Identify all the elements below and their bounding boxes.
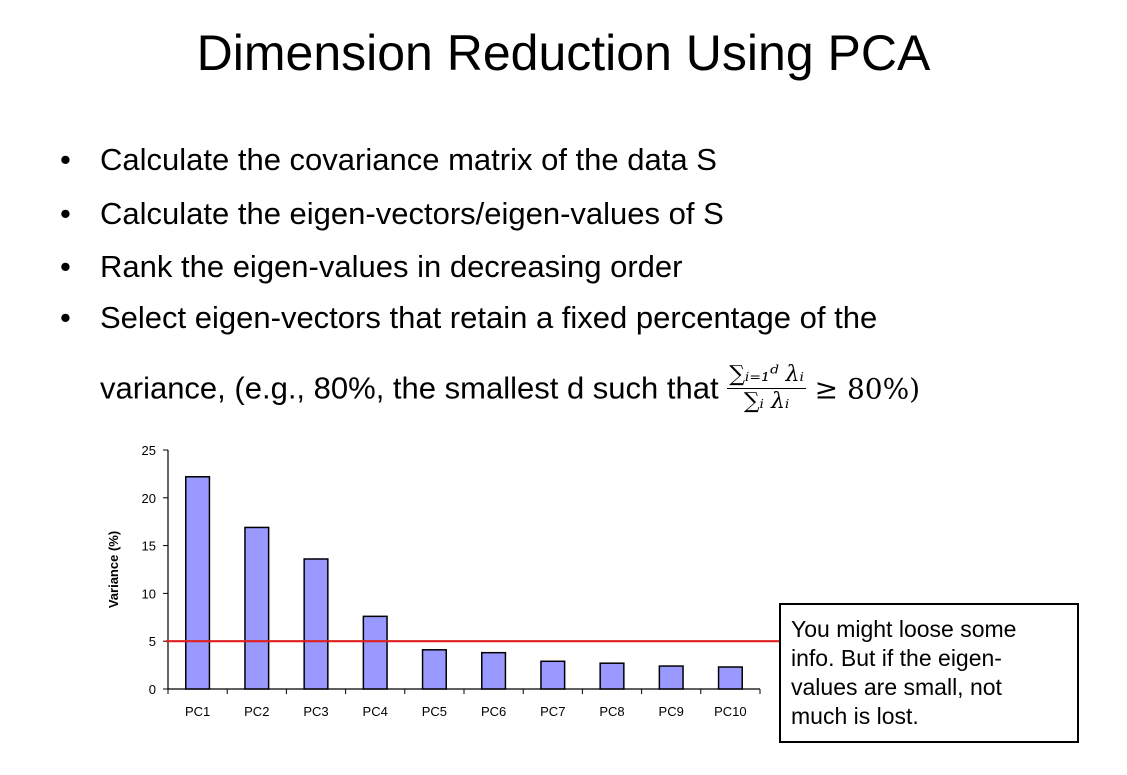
- continuation-text: variance, (e.g., 80%, the smallest d suc…: [100, 370, 719, 406]
- slide-title: Dimension Reduction Using PCA: [196, 25, 931, 81]
- y-tick-label: 20: [142, 491, 156, 506]
- y-tick-label: 15: [142, 539, 156, 554]
- formula-denominator: ∑ᵢ λᵢ: [743, 389, 790, 414]
- y-tick-label: 10: [142, 586, 156, 601]
- chart-bars: [166, 476, 780, 690]
- x-tick-label: PC4: [363, 704, 388, 719]
- bullet-text: Calculate the covariance matrix of the d…: [100, 142, 717, 177]
- y-tick-label: 5: [149, 634, 156, 649]
- bar: [421, 649, 447, 690]
- bar: [658, 665, 684, 690]
- y-tick-label: 0: [149, 682, 156, 697]
- bullet-text: Rank the eigen-values in decreasing orde…: [100, 249, 683, 284]
- formula-numerator: ∑ᵢ₌₁ᵈ λᵢ: [727, 362, 806, 389]
- chart-labels: 0 5 10 15 20 25 Variance (%) PC1 PC2 PC3 PC4 PC5 PC6…: [106, 443, 747, 719]
- bar: [599, 662, 625, 690]
- note-line: You might loose some: [791, 616, 1017, 642]
- bullet-dot: •: [60, 196, 71, 231]
- bar: [717, 666, 743, 690]
- variance-ratio-formula: ∑ᵢ₌₁ᵈ λᵢ ∑ᵢ λᵢ: [727, 362, 806, 415]
- bullet-dot: •: [60, 249, 71, 284]
- bar: [481, 651, 507, 690]
- x-tick-label: PC9: [659, 704, 684, 719]
- y-axis-label: Variance (%): [106, 531, 121, 608]
- x-tick-label: PC1: [185, 704, 210, 719]
- x-tick-label: PC6: [481, 704, 506, 719]
- x-tick-label: PC10: [714, 704, 747, 719]
- x-tick-label: PC8: [599, 704, 624, 719]
- x-tick-label: PC7: [540, 704, 565, 719]
- bullet-text: Calculate the eigen-vectors/eigen-values…: [100, 196, 724, 231]
- note-line: much is lost.: [791, 703, 919, 729]
- bar: [303, 558, 329, 690]
- info-note-box: You might loose some info. But if the ei…: [779, 603, 1079, 743]
- x-tick-label: PC3: [303, 704, 328, 719]
- bullet-text: Select eigen-vectors that retain a fixed…: [100, 300, 878, 335]
- bullet-continuation: variance, (e.g., 80%, the smallest d suc…: [100, 362, 921, 417]
- bullet-dot: •: [60, 300, 71, 335]
- x-tick-label: PC2: [244, 704, 269, 719]
- bullet-dot: •: [60, 142, 71, 177]
- y-tick-label: 25: [142, 443, 156, 458]
- formula-relation: ≥ 80%): [814, 372, 921, 406]
- bar: [244, 526, 270, 690]
- variance-bar-chart: 0 5 10 15 20 25 Variance (%) PC1 PC2 PC3 PC4 PC5 PC6…: [106, 443, 780, 719]
- bar: [362, 615, 388, 690]
- x-tick-label: PC5: [422, 704, 447, 719]
- note-line: values are small, not: [791, 674, 1002, 700]
- bar: [540, 660, 566, 690]
- bar: [185, 476, 211, 690]
- note-line: info. But if the eigen-: [791, 645, 1002, 671]
